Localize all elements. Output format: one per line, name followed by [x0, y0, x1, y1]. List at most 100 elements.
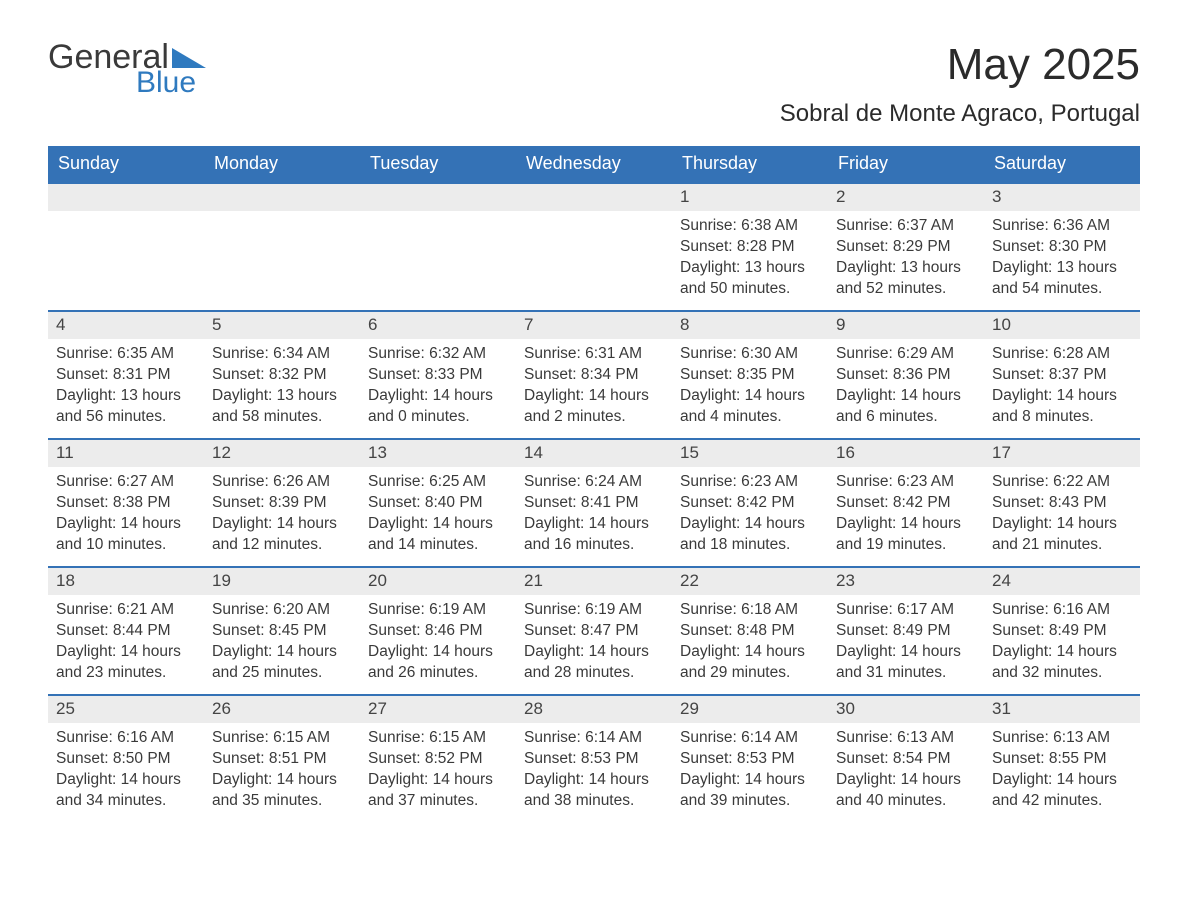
sunset-line: Sunset: 8:52 PM: [368, 749, 508, 770]
sunset-line: Sunset: 8:50 PM: [56, 749, 196, 770]
day-number-bar: 22: [672, 566, 828, 595]
day-number-bar: 2: [828, 182, 984, 211]
day-number-bar: 25: [48, 694, 204, 723]
daylight-line: Daylight: 14 hours and 31 minutes.: [836, 642, 976, 684]
day-data: Sunrise: 6:13 AMSunset: 8:55 PMDaylight:…: [984, 723, 1140, 816]
calendar-day-cell: 6Sunrise: 6:32 AMSunset: 8:33 PMDaylight…: [360, 310, 516, 438]
sunset-line: Sunset: 8:28 PM: [680, 237, 820, 258]
daylight-line: Daylight: 14 hours and 26 minutes.: [368, 642, 508, 684]
weekday-header: Wednesday: [516, 146, 672, 182]
calendar-day-cell: 7Sunrise: 6:31 AMSunset: 8:34 PMDaylight…: [516, 310, 672, 438]
day-number-bar: 5: [204, 310, 360, 339]
day-data: Sunrise: 6:29 AMSunset: 8:36 PMDaylight:…: [828, 339, 984, 432]
day-number-bar: 18: [48, 566, 204, 595]
weekday-header: Monday: [204, 146, 360, 182]
daylight-line: Daylight: 14 hours and 10 minutes.: [56, 514, 196, 556]
sunset-line: Sunset: 8:34 PM: [524, 365, 664, 386]
day-data: Sunrise: 6:16 AMSunset: 8:49 PMDaylight:…: [984, 595, 1140, 688]
day-number-bar: 1: [672, 182, 828, 211]
sunset-line: Sunset: 8:48 PM: [680, 621, 820, 642]
calendar-day-cell: 14Sunrise: 6:24 AMSunset: 8:41 PMDayligh…: [516, 438, 672, 566]
daylight-line: Daylight: 13 hours and 52 minutes.: [836, 258, 976, 300]
daylight-line: Daylight: 14 hours and 19 minutes.: [836, 514, 976, 556]
weekday-header: Friday: [828, 146, 984, 182]
sunrise-line: Sunrise: 6:14 AM: [524, 728, 664, 749]
day-number-bar: 17: [984, 438, 1140, 467]
calendar-day-cell: 25Sunrise: 6:16 AMSunset: 8:50 PMDayligh…: [48, 694, 204, 822]
weekday-header: Tuesday: [360, 146, 516, 182]
day-data: Sunrise: 6:20 AMSunset: 8:45 PMDaylight:…: [204, 595, 360, 688]
calendar-day-cell: 3Sunrise: 6:36 AMSunset: 8:30 PMDaylight…: [984, 182, 1140, 310]
day-number-bar: [360, 182, 516, 211]
calendar-day-cell: 15Sunrise: 6:23 AMSunset: 8:42 PMDayligh…: [672, 438, 828, 566]
daylight-line: Daylight: 13 hours and 58 minutes.: [212, 386, 352, 428]
calendar-day-cell: 11Sunrise: 6:27 AMSunset: 8:38 PMDayligh…: [48, 438, 204, 566]
sunrise-line: Sunrise: 6:20 AM: [212, 600, 352, 621]
day-number-bar: 30: [828, 694, 984, 723]
daylight-line: Daylight: 14 hours and 16 minutes.: [524, 514, 664, 556]
day-number-bar: 16: [828, 438, 984, 467]
sunset-line: Sunset: 8:44 PM: [56, 621, 196, 642]
calendar-body: 1 Sunrise: 6:38 AMSunset: 8:28 PM Daylight…: [48, 182, 1140, 822]
day-data: Sunrise: 6:23 AMSunset: 8:42 PMDaylight:…: [828, 467, 984, 560]
calendar-week-row: 11Sunrise: 6:27 AMSunset: 8:38 PMDayligh…: [48, 438, 1140, 566]
sunset-line: Sunset: 8:36 PM: [836, 365, 976, 386]
sunrise-line: Sunrise: 6:38 AM: [680, 216, 820, 237]
sunset-line: Sunset: 8:42 PM: [836, 493, 976, 514]
sunset-line: Sunset: 8:55 PM: [992, 749, 1132, 770]
day-number-bar: 19: [204, 566, 360, 595]
sunset-line: Sunset: 8:40 PM: [368, 493, 508, 514]
day-number-bar: [516, 182, 672, 211]
calendar-day-cell: 13Sunrise: 6:25 AMSunset: 8:40 PMDayligh…: [360, 438, 516, 566]
day-number-bar: 20: [360, 566, 516, 595]
daylight-line: Daylight: 14 hours and 39 minutes.: [680, 770, 820, 812]
sunset-line: Sunset: 8:43 PM: [992, 493, 1132, 514]
day-number-bar: 6: [360, 310, 516, 339]
sunrise-line: Sunrise: 6:13 AM: [992, 728, 1132, 749]
sunset-line: Sunset: 8:51 PM: [212, 749, 352, 770]
sunrise-line: Sunrise: 6:29 AM: [836, 344, 976, 365]
day-data: Sunrise: 6:23 AMSunset: 8:42 PMDaylight:…: [672, 467, 828, 560]
day-data: Sunrise: 6:35 AMSunset: 8:31 PMDaylight:…: [48, 339, 204, 432]
sunrise-line: Sunrise: 6:30 AM: [680, 344, 820, 365]
daylight-line: Daylight: 14 hours and 37 minutes.: [368, 770, 508, 812]
day-data: Sunrise: 6:34 AMSunset: 8:32 PMDaylight:…: [204, 339, 360, 432]
day-number-bar: 15: [672, 438, 828, 467]
daylight-line: Daylight: 14 hours and 6 minutes.: [836, 386, 976, 428]
day-number-bar: 10: [984, 310, 1140, 339]
sunset-line: Sunset: 8:35 PM: [680, 365, 820, 386]
calendar-day-cell: [204, 182, 360, 310]
day-data: Sunrise: 6:14 AMSunset: 8:53 PMDaylight:…: [672, 723, 828, 816]
daylight-line: Daylight: 14 hours and 2 minutes.: [524, 386, 664, 428]
calendar-day-cell: 23Sunrise: 6:17 AMSunset: 8:49 PMDayligh…: [828, 566, 984, 694]
daylight-line: Daylight: 14 hours and 21 minutes.: [992, 514, 1132, 556]
sunset-line: Sunset: 8:38 PM: [56, 493, 196, 514]
daylight-line: Daylight: 14 hours and 38 minutes.: [524, 770, 664, 812]
day-data: Sunrise: 6:36 AMSunset: 8:30 PMDaylight:…: [984, 211, 1140, 304]
day-data: Sunrise: 6:25 AMSunset: 8:40 PMDaylight:…: [360, 467, 516, 560]
day-number-bar: 3: [984, 182, 1140, 211]
title-block: May 2025 Sobral de Monte Agraco, Portuga…: [780, 40, 1140, 128]
sunset-line: Sunset: 8:46 PM: [368, 621, 508, 642]
sunset-line: Sunset: 8:49 PM: [992, 621, 1132, 642]
day-number-bar: 28: [516, 694, 672, 723]
day-data: Sunrise: 6:19 AMSunset: 8:47 PMDaylight:…: [516, 595, 672, 688]
day-data: Sunrise: 6:13 AMSunset: 8:54 PMDaylight:…: [828, 723, 984, 816]
calendar-day-cell: 16Sunrise: 6:23 AMSunset: 8:42 PMDayligh…: [828, 438, 984, 566]
sunset-line: Sunset: 8:41 PM: [524, 493, 664, 514]
sunrise-line: Sunrise: 6:34 AM: [212, 344, 352, 365]
daylight-line: Daylight: 13 hours and 54 minutes.: [992, 258, 1132, 300]
day-number-bar: 13: [360, 438, 516, 467]
page-header: General Blue May 2025 Sobral de Monte Ag…: [48, 40, 1140, 128]
daylight-line: Daylight: 13 hours and 56 minutes.: [56, 386, 196, 428]
calendar-day-cell: [48, 182, 204, 310]
calendar-day-cell: 28Sunrise: 6:14 AMSunset: 8:53 PMDayligh…: [516, 694, 672, 822]
calendar-day-cell: [516, 182, 672, 310]
day-data: Sunrise: 6:32 AMSunset: 8:33 PMDaylight:…: [360, 339, 516, 432]
sunset-line: Sunset: 8:29 PM: [836, 237, 976, 258]
sunrise-line: Sunrise: 6:16 AM: [992, 600, 1132, 621]
day-data: Sunrise: 6:17 AMSunset: 8:49 PMDaylight:…: [828, 595, 984, 688]
calendar-day-cell: 4Sunrise: 6:35 AMSunset: 8:31 PMDaylight…: [48, 310, 204, 438]
day-number-bar: 29: [672, 694, 828, 723]
daylight-line: Daylight: 14 hours and 28 minutes.: [524, 642, 664, 684]
